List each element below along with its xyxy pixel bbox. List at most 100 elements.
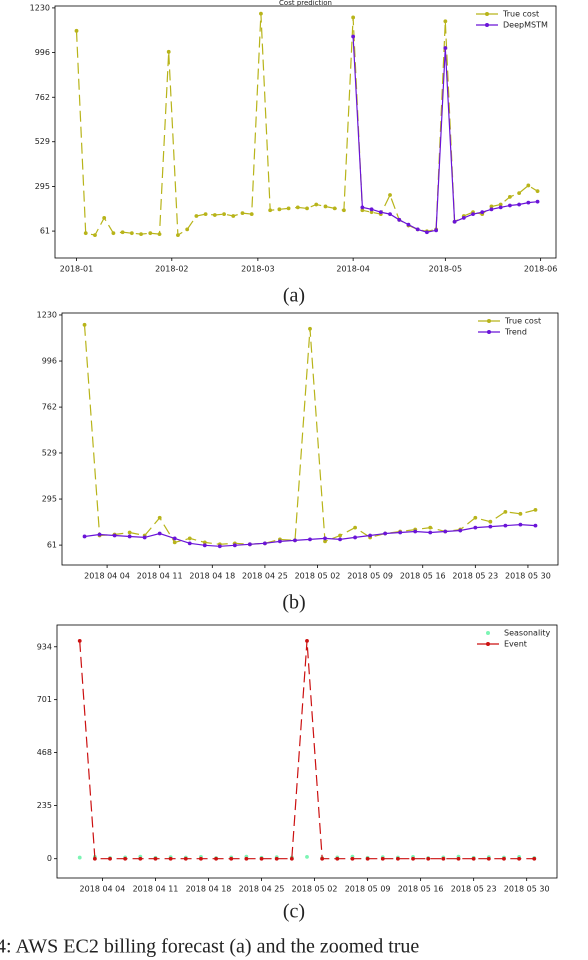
y-tick-label: 0 (47, 854, 52, 863)
data-point (360, 205, 365, 210)
data-point (369, 210, 374, 215)
data-point (142, 535, 147, 540)
data-point (471, 856, 476, 861)
data-point (503, 509, 508, 514)
data-point (488, 524, 493, 529)
data-point (533, 523, 538, 528)
data-point (202, 540, 207, 545)
data-point (278, 539, 282, 544)
plot-frame (54, 5, 557, 259)
data-point (139, 232, 143, 237)
legend-marker (487, 319, 491, 323)
data-point (77, 855, 82, 860)
data-point (295, 205, 300, 210)
y-tick-label: 762 (35, 93, 50, 102)
y-tick-label: 529 (35, 137, 50, 146)
data-point (488, 519, 493, 524)
data-point (426, 856, 431, 861)
data-point (123, 856, 128, 861)
y-tick-label: 295 (35, 182, 50, 191)
data-point (532, 856, 537, 861)
data-point (274, 856, 279, 861)
data-point (411, 856, 415, 861)
data-point (535, 189, 540, 194)
data-point (194, 214, 199, 218)
data-point (222, 212, 226, 216)
data-point (82, 322, 87, 327)
y-tick-label: 235 (37, 801, 52, 810)
data-point (369, 207, 374, 212)
legend-marker (485, 23, 489, 27)
data-point (486, 856, 491, 861)
data-point (441, 856, 446, 861)
data-point (398, 530, 403, 535)
data-point (397, 217, 402, 222)
x-tick-label: 2018 04 25 (242, 572, 288, 581)
data-point (232, 543, 237, 548)
data-point (518, 511, 523, 516)
data-point (308, 537, 312, 542)
data-point (97, 532, 102, 537)
x-tick-label: 2018 05 23 (451, 885, 497, 894)
data-point (212, 213, 217, 217)
x-tick-label: 2018 04 04 (80, 885, 126, 894)
data-point (526, 200, 531, 205)
data-point (365, 856, 370, 861)
data-point (214, 856, 218, 861)
x-tick-label: 2018 05 16 (400, 572, 446, 581)
x-tick-label: 2018 05 16 (398, 885, 444, 894)
y-tick-label: 934 (37, 642, 52, 651)
data-point (247, 542, 252, 547)
data-point (74, 28, 79, 33)
data-point (102, 216, 107, 220)
data-point (443, 19, 448, 24)
data-point (183, 856, 188, 861)
data-point (338, 533, 342, 538)
data-point (353, 525, 357, 530)
data-point (443, 46, 448, 50)
data-point (461, 216, 466, 220)
data-point (360, 208, 365, 213)
legend-label: DeepMSTM (503, 21, 548, 30)
chart-title: Cost prediction (279, 0, 332, 7)
figure-caption: 4: AWS EC2 billing forecast (a) and the … (0, 936, 419, 958)
legend-label: Trend (504, 328, 527, 337)
data-point (517, 202, 522, 207)
x-tick-label: 2018 05 30 (504, 885, 550, 894)
x-tick-label: 2018 04 11 (137, 572, 183, 581)
data-point (127, 534, 132, 539)
data-point (157, 531, 162, 536)
y-tick-label: 1230 (37, 310, 57, 319)
data-point (244, 856, 249, 861)
data-point (415, 227, 420, 232)
data-point (332, 206, 337, 211)
data-point (351, 15, 356, 20)
data-point (456, 856, 461, 861)
data-point (277, 207, 282, 212)
series-line (352, 36, 538, 233)
x-tick-label: 2018 05 23 (452, 572, 498, 581)
data-point (452, 219, 457, 224)
data-point (203, 212, 208, 216)
legend-label: True cost (504, 317, 541, 326)
x-tick-label: 2018 05 02 (295, 572, 341, 581)
data-point (342, 208, 346, 213)
caption: (b) (282, 592, 305, 614)
data-point (428, 530, 433, 535)
data-point (320, 856, 325, 861)
data-point (308, 326, 312, 331)
data-point (172, 540, 177, 545)
data-point (187, 536, 192, 541)
caption: (a) (283, 285, 305, 307)
data-point (202, 543, 207, 548)
data-point (157, 232, 162, 237)
x-tick-label: 2018 04 18 (189, 572, 235, 581)
y-tick-label: 996 (42, 357, 57, 366)
legend-marker (486, 631, 490, 635)
y-tick-label: 701 (37, 695, 52, 704)
data-point (157, 515, 162, 520)
data-point (77, 638, 82, 643)
data-point (502, 856, 506, 861)
data-point (305, 638, 309, 643)
